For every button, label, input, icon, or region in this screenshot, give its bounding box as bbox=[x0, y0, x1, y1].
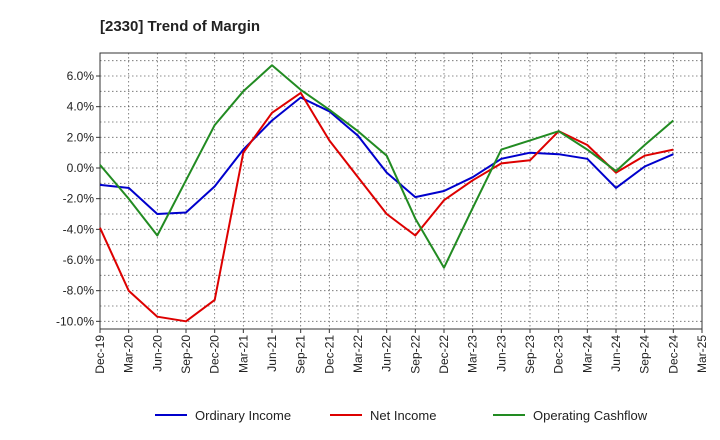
y-axis: 6.0% 4.0% 2.0% 0.0% -2.0% -4.0% -6.0% -8.0% -10.… bbox=[56, 69, 100, 328]
y-tick-label: 2.0% bbox=[67, 130, 95, 144]
x-tick-label: Mar-24 bbox=[580, 335, 594, 373]
x-tick-label: Mar-22 bbox=[351, 335, 365, 373]
legend-label: Ordinary Income bbox=[195, 408, 291, 423]
y-tick-label: -10.0% bbox=[56, 314, 94, 328]
x-tick-label: Mar-20 bbox=[122, 335, 136, 373]
legend-label: Operating Cashflow bbox=[533, 408, 648, 423]
x-tick-label: Jun-22 bbox=[380, 335, 394, 372]
x-tick-label: Jun-24 bbox=[609, 335, 623, 372]
y-tick-label: -2.0% bbox=[63, 192, 95, 206]
chart-title: [2330] Trend of Margin bbox=[100, 18, 260, 35]
y-tick-label: -6.0% bbox=[63, 253, 95, 267]
x-tick-label: Mar-21 bbox=[236, 335, 250, 373]
x-tick-label: Mar-23 bbox=[466, 335, 480, 373]
x-tick-label: Sep-23 bbox=[523, 335, 537, 374]
legend: Ordinary Income Net Income Operating Cashf… bbox=[155, 408, 648, 423]
x-tick-label: Sep-20 bbox=[179, 335, 193, 374]
x-tick-label: Sep-24 bbox=[638, 335, 652, 374]
x-tick-label: Jun-20 bbox=[150, 335, 164, 372]
y-tick-label: -8.0% bbox=[63, 284, 95, 298]
x-tick-label: Jun-23 bbox=[494, 335, 508, 372]
x-tick-label: Dec-20 bbox=[208, 335, 222, 374]
x-tick-label: Mar-25 bbox=[695, 335, 709, 373]
x-tick-label: Dec-24 bbox=[666, 335, 680, 374]
x-tick-label: Sep-22 bbox=[408, 335, 422, 374]
grid bbox=[100, 53, 702, 329]
x-tick-label: Jun-21 bbox=[265, 335, 279, 372]
series-lines bbox=[99, 64, 674, 323]
x-tick-label: Dec-22 bbox=[437, 335, 451, 374]
y-tick-label: 4.0% bbox=[67, 100, 95, 114]
x-tick-label: Dec-23 bbox=[552, 335, 566, 374]
plot-area bbox=[99, 52, 703, 330]
y-tick-label: -4.0% bbox=[63, 222, 95, 236]
series-line-ordinary-income bbox=[99, 96, 674, 215]
y-tick-label: 6.0% bbox=[67, 69, 95, 83]
y-tick-label: 0.0% bbox=[67, 161, 95, 175]
x-tick-label: Dec-19 bbox=[93, 335, 107, 374]
x-tick-label: Sep-21 bbox=[294, 335, 308, 374]
legend-label: Net Income bbox=[370, 408, 436, 423]
series-line-net-income bbox=[99, 91, 674, 323]
x-tick-label: Dec-21 bbox=[322, 335, 336, 374]
series-line-operating-cashflow bbox=[99, 64, 674, 269]
x-axis: Dec-19 Mar-20 Jun-20 Sep-20 Dec-20 Mar-21 Jun-… bbox=[93, 329, 709, 374]
